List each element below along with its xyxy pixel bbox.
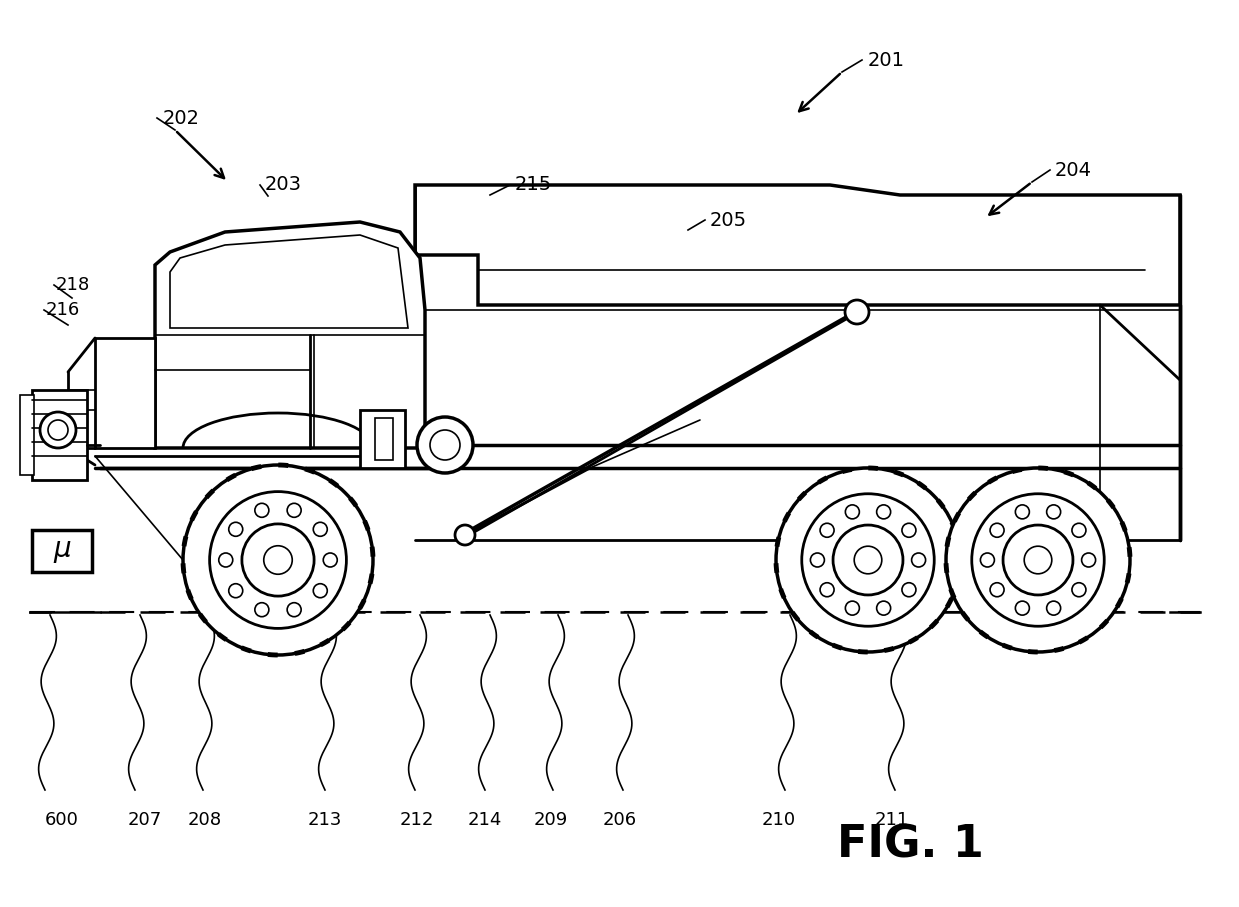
Circle shape [820, 523, 834, 537]
Circle shape [183, 465, 373, 655]
Circle shape [1072, 523, 1085, 537]
Bar [20, 395, 33, 475]
Text: 212: 212 [400, 811, 435, 829]
Circle shape [313, 522, 327, 536]
Text: 203: 203 [265, 175, 302, 194]
Circle shape [902, 582, 916, 597]
Circle shape [845, 505, 860, 519]
Circle shape [833, 525, 903, 595]
Text: 204: 204 [1054, 161, 1092, 180]
Circle shape [820, 582, 834, 597]
Text: 209: 209 [534, 811, 569, 829]
Text: 210: 210 [762, 811, 797, 829]
Bar [361, 410, 405, 468]
Text: 216: 216 [46, 301, 81, 319]
Circle shape [323, 553, 337, 567]
Circle shape [40, 412, 76, 448]
Circle shape [229, 522, 243, 536]
Circle shape [971, 493, 1104, 626]
Circle shape [845, 300, 869, 324]
Circle shape [1016, 505, 1030, 519]
Circle shape [287, 503, 301, 517]
Bar [375, 418, 393, 460]
Bar [32, 530, 92, 572]
Circle shape [229, 584, 243, 598]
Text: FIG. 1: FIG. 1 [838, 824, 984, 866]
Circle shape [255, 503, 269, 517]
Text: $\mu$: $\mu$ [52, 537, 72, 565]
Circle shape [854, 546, 882, 574]
Circle shape [209, 492, 347, 629]
Circle shape [1082, 553, 1095, 567]
Circle shape [430, 430, 460, 460]
Circle shape [990, 582, 1004, 597]
Text: 205: 205 [710, 210, 747, 229]
Circle shape [1016, 601, 1030, 615]
Text: 215: 215 [515, 175, 553, 194]
Circle shape [287, 602, 301, 617]
Circle shape [1004, 525, 1073, 595]
Circle shape [802, 493, 934, 626]
Circle shape [845, 601, 860, 615]
Circle shape [1047, 601, 1061, 615]
Circle shape [1047, 505, 1061, 519]
Circle shape [980, 553, 995, 567]
Circle shape [877, 505, 891, 519]
Circle shape [418, 417, 473, 473]
Text: 214: 214 [468, 811, 502, 829]
Circle shape [219, 553, 233, 567]
Text: 211: 211 [875, 811, 909, 829]
Circle shape [255, 602, 269, 617]
Circle shape [912, 553, 926, 567]
Circle shape [877, 601, 891, 615]
Text: 600: 600 [45, 811, 79, 829]
Circle shape [455, 525, 475, 545]
Polygon shape [170, 235, 408, 328]
Text: 213: 213 [309, 811, 342, 829]
Circle shape [776, 468, 960, 652]
Circle shape [902, 523, 916, 537]
Polygon shape [95, 338, 155, 448]
Circle shape [1025, 546, 1052, 574]
Circle shape [990, 523, 1004, 537]
Polygon shape [415, 185, 1180, 305]
Text: 218: 218 [56, 276, 90, 294]
Text: 207: 207 [128, 811, 162, 829]
Text: 202: 202 [164, 109, 199, 128]
Circle shape [1072, 582, 1085, 597]
Circle shape [947, 468, 1130, 652]
Text: 206: 206 [603, 811, 637, 829]
Circle shape [313, 584, 327, 598]
Bar [32, 390, 87, 480]
Text: 208: 208 [188, 811, 222, 829]
Circle shape [264, 546, 292, 574]
Text: 201: 201 [869, 51, 904, 70]
Circle shape [242, 524, 315, 596]
Polygon shape [155, 222, 425, 448]
Circle shape [810, 553, 824, 567]
Circle shape [48, 420, 68, 440]
